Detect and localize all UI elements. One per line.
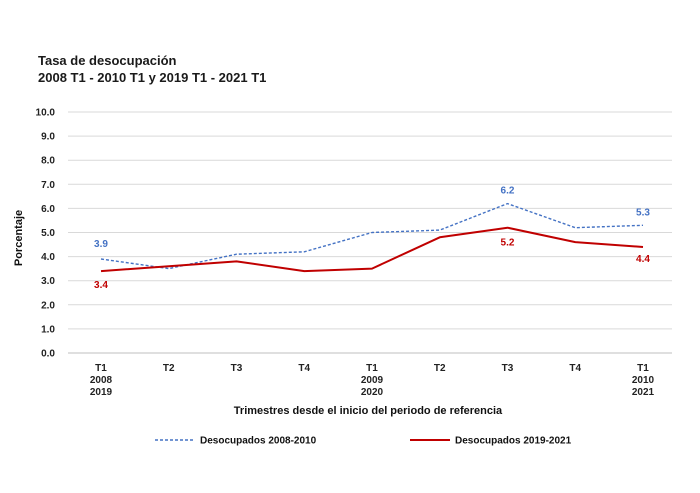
data-label: 3.9 xyxy=(94,239,108,250)
legend-label-2: Desocupados 2019-2021 xyxy=(455,436,572,447)
series-line-1 xyxy=(100,202,644,270)
x-tick-label: T2 xyxy=(434,363,446,374)
y-tick-label: 2.0 xyxy=(41,300,55,311)
legend: Desocupados 2008-2010 Desocupados 2019-20… xyxy=(155,436,572,447)
chart-title: Tasa de desocupación 2008 T1 - 2010 T1 y… xyxy=(38,52,266,86)
grid-lines xyxy=(68,111,672,354)
data-label: 4.4 xyxy=(636,254,650,265)
x-axis-ticks: T1 2008 2019 T2 T3 T4 T1 2009 2020 T2 T3 T4 T1 2010 20… xyxy=(90,363,655,398)
y-axis-title: Porcentaje xyxy=(13,210,25,266)
y-tick-label: 4.0 xyxy=(41,252,55,263)
chart-title-line1: Tasa de desocupación xyxy=(38,53,177,68)
data-label: 5.2 xyxy=(501,238,515,249)
x-tick-label: T1 2008 2019 xyxy=(90,363,113,398)
x-tick-label: T4 xyxy=(569,363,581,374)
y-tick-label: 3.0 xyxy=(41,276,55,287)
x-axis-title: Trimestres desde el inicio del periodo d… xyxy=(234,405,503,417)
y-tick-label: 10.0 xyxy=(36,108,56,119)
x-tick-label: T2 xyxy=(163,363,175,374)
y-tick-label: 6.0 xyxy=(41,204,55,215)
data-label: 6.2 xyxy=(501,186,515,197)
x-tick-label: T4 xyxy=(298,363,310,374)
legend-label-1: Desocupados 2008-2010 xyxy=(200,436,317,447)
y-tick-label: 5.0 xyxy=(41,228,55,239)
x-tick-label: T3 xyxy=(231,363,243,374)
data-labels: 3.9 6.2 5.3 3.4 5.2 4.4 xyxy=(94,186,650,291)
chart-title-line2: 2008 T1 - 2010 T1 y 2019 T1 - 2021 T1 xyxy=(38,70,267,85)
data-label: 3.4 xyxy=(94,280,108,291)
x-tick-label: T1 2010 2021 xyxy=(632,363,655,398)
x-tick-label: T1 2009 2020 xyxy=(361,363,384,398)
y-tick-label: 7.0 xyxy=(41,180,55,191)
y-tick-label: 8.0 xyxy=(41,156,55,167)
series-line-2 xyxy=(100,226,644,273)
y-axis-ticks: 0.0 1.0 2.0 3.0 4.0 5.0 6.0 7.0 8.0 9.0 10.0 xyxy=(36,108,56,360)
x-tick-label: T3 xyxy=(502,363,514,374)
data-label: 5.3 xyxy=(636,207,650,218)
y-tick-label: 0.0 xyxy=(41,349,55,360)
y-tick-label: 9.0 xyxy=(41,132,55,143)
y-tick-label: 1.0 xyxy=(41,324,55,335)
series-lines xyxy=(100,202,644,273)
